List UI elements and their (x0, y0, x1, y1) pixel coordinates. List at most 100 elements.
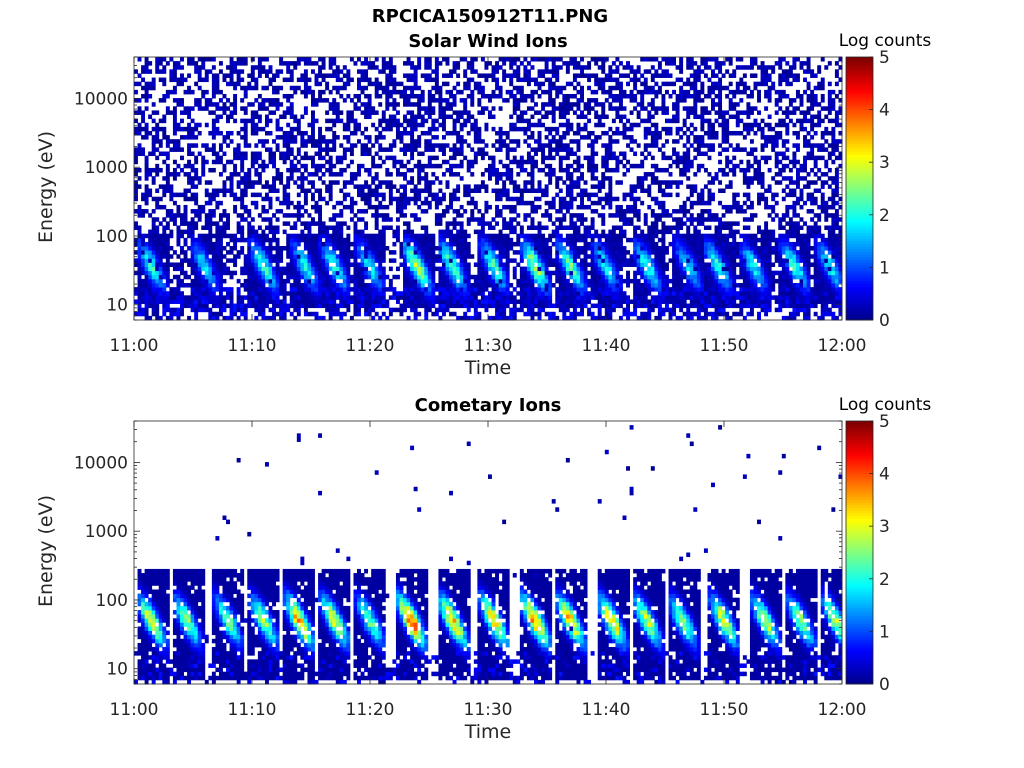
heatmap-cell (176, 209, 181, 214)
heatmap-cell (264, 254, 269, 259)
heatmap-cell (456, 172, 461, 177)
heatmap-cell (587, 85, 592, 91)
heatmap-cell (459, 250, 464, 255)
heatmap-cell (590, 221, 595, 226)
heatmap-cell (318, 283, 323, 288)
heatmap-cell (134, 225, 138, 230)
heatmap-cell (325, 299, 330, 304)
heatmap-cell (229, 81, 234, 87)
heatmap-cell (296, 200, 301, 206)
heatmap-cell (580, 237, 584, 243)
heatmap-cell (470, 287, 475, 292)
heatmap-cell (236, 130, 241, 136)
heatmap-cell (473, 69, 478, 74)
heatmap-cell (519, 110, 524, 115)
heatmap-cell (583, 180, 588, 185)
heatmap-cell (427, 130, 432, 136)
heatmap-cell (240, 200, 245, 206)
heatmap-cell (162, 65, 167, 70)
heatmap-cell (282, 311, 287, 317)
heatmap-cell (413, 163, 418, 169)
heatmap-cell (530, 221, 535, 226)
heatmap-cell (364, 258, 369, 263)
heatmap-cell (502, 250, 507, 255)
heatmap-cell (505, 196, 510, 202)
heatmap-cell (275, 73, 280, 78)
heatmap-cell (541, 106, 546, 111)
heatmap-cell (233, 262, 238, 267)
heatmap-cell (226, 114, 230, 120)
heatmap-cell (562, 291, 567, 296)
heatmap-cell (565, 98, 570, 103)
heatmap-cell (349, 159, 354, 165)
heatmap-cell (332, 204, 337, 210)
heatmap-cell (374, 241, 379, 247)
heatmap-cell (526, 143, 531, 148)
heatmap-cell (449, 274, 453, 280)
heatmap-cell (569, 246, 574, 251)
heatmap-cell (558, 155, 563, 161)
heatmap-cell (204, 278, 209, 284)
heatmap-cell (562, 143, 567, 148)
heatmap-cell (183, 192, 188, 198)
heatmap-cell (399, 254, 404, 259)
heatmap-cell (261, 270, 266, 276)
heatmap-cell (342, 241, 347, 247)
heatmap-cell (523, 291, 528, 296)
heatmap-cell (353, 93, 358, 99)
heatmap-cell (190, 307, 195, 313)
heatmap-cell (413, 143, 418, 148)
heatmap-cell (381, 270, 386, 276)
heatmap-cell (360, 147, 365, 152)
heatmap-cell (452, 196, 457, 202)
heatmap-cell (226, 130, 230, 136)
heatmap-cell (441, 278, 446, 284)
heatmap-cell (583, 225, 588, 230)
heatmap-cell (346, 118, 351, 124)
heatmap-cell (434, 246, 439, 251)
heatmap-cell (583, 102, 588, 107)
heatmap-cell (339, 258, 344, 263)
heatmap-cell (169, 307, 174, 313)
heatmap-cell (385, 172, 390, 177)
heatmap-cell (134, 237, 138, 243)
heatmap-cell (151, 258, 156, 263)
heatmap-cell (381, 303, 386, 309)
heatmap-cell (371, 250, 376, 255)
heatmap-cell (226, 291, 230, 296)
heatmap-cell (544, 89, 549, 95)
heatmap-cell (388, 69, 393, 74)
heatmap-cell (537, 287, 542, 292)
heatmap-cell (141, 135, 146, 140)
heatmap-cell (364, 241, 369, 247)
heatmap-cell (190, 250, 195, 255)
heatmap-cell (364, 180, 369, 185)
heatmap-cell (456, 73, 461, 78)
heatmap-cell (364, 274, 369, 280)
heatmap-cell (526, 241, 531, 247)
heatmap-cell (519, 77, 524, 83)
heatmap-cell (137, 57, 142, 62)
heatmap-cell (498, 176, 503, 181)
heatmap-cell (261, 303, 266, 309)
heatmap-cell (357, 254, 361, 259)
heatmap-cell (208, 311, 213, 317)
heatmap-cell (155, 130, 160, 136)
heatmap-cell (197, 258, 202, 263)
heatmap-cell (293, 262, 298, 267)
heatmap-cell (488, 250, 492, 255)
heatmap-cell (215, 241, 220, 247)
heatmap-cell (480, 262, 485, 267)
heatmap-cell (555, 69, 560, 74)
heatmap-cell (374, 270, 379, 276)
heatmap-cell (509, 221, 514, 226)
heatmap-cell (537, 295, 542, 300)
heatmap-cell (296, 176, 301, 181)
heatmap-cell (576, 287, 581, 292)
heatmap-cell (548, 217, 553, 222)
heatmap-cell (289, 139, 294, 144)
heatmap-cell (381, 278, 386, 284)
heatmap-cell (275, 258, 280, 263)
heatmap-cell (243, 155, 248, 161)
heatmap-cell (562, 110, 567, 115)
